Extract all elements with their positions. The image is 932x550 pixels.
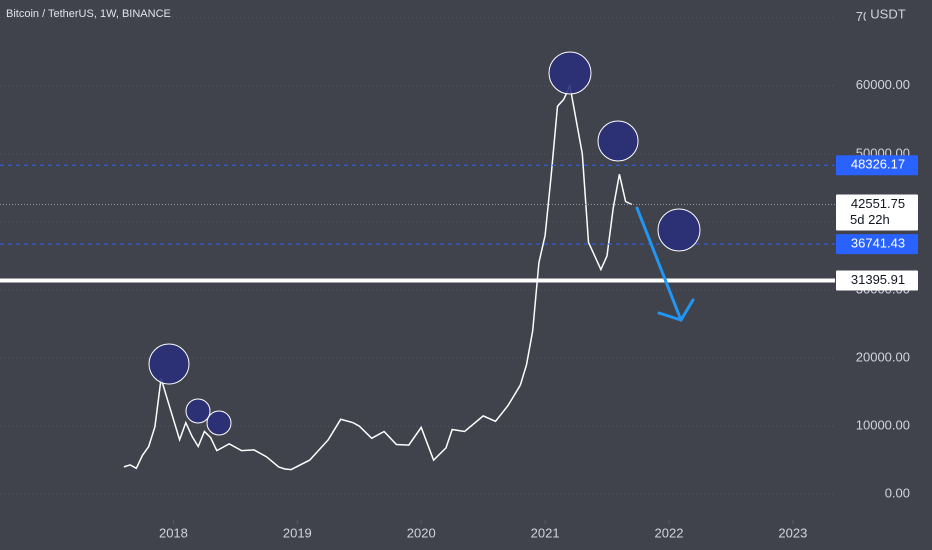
x-tick-label: 2023 <box>778 525 807 540</box>
level-label: 31395.91 <box>851 272 905 287</box>
x-tick-label: 2019 <box>283 525 312 540</box>
circle-marker <box>185 398 211 424</box>
circle-marker <box>657 208 701 252</box>
x-tick-label: 2022 <box>655 525 684 540</box>
grid <box>0 17 835 524</box>
circle-marker <box>148 343 190 385</box>
level-label-bg <box>836 155 918 176</box>
axis-labels: 0.0010000.0020000.0030000.0040000.005000… <box>159 6 918 540</box>
y-tick-label: 60000.00 <box>856 77 910 92</box>
unit-label: USDT <box>870 6 905 21</box>
x-tick-label: 2018 <box>159 525 188 540</box>
price-line <box>123 83 633 471</box>
x-tick-label: 2021 <box>531 525 560 540</box>
circle-marker <box>548 51 592 95</box>
level-label: 48326.17 <box>851 157 905 172</box>
y-tick-label: 20000.00 <box>856 349 910 364</box>
y-tick-label: 0.00 <box>885 486 910 501</box>
level-label: 42551.75 <box>851 196 905 211</box>
chart-title: Bitcoin / TetherUS, 1W, BINANCE <box>6 8 171 20</box>
annotations <box>148 51 701 436</box>
arrow-head <box>657 298 695 322</box>
countdown-label: 5d 22h <box>850 212 890 227</box>
level-label: 36741.43 <box>851 236 905 251</box>
circle-marker <box>206 410 232 436</box>
arrow <box>635 206 695 322</box>
unit-bg <box>866 6 910 24</box>
arrow-shaft <box>635 206 683 322</box>
level-label-bg <box>836 270 918 291</box>
marks <box>0 83 835 471</box>
x-tick-label: 2020 <box>407 525 436 540</box>
level-label-bg <box>836 194 918 231</box>
y-tick-label: 10000.00 <box>856 418 910 433</box>
circle-marker <box>597 120 639 162</box>
level-label-bg <box>836 234 918 255</box>
